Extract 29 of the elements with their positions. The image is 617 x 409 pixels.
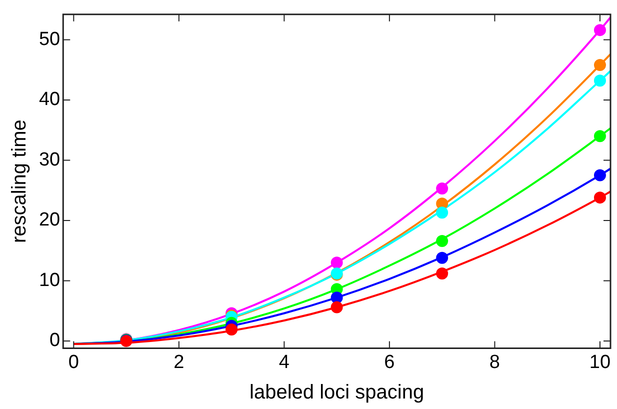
x-axis-title: labeled loci spacing [250,382,424,404]
point [226,324,238,336]
y-tick-label: 10 [38,270,60,291]
x-tick-label: 4 [278,352,290,373]
point [594,24,606,36]
y-tick-label: 0 [50,330,60,352]
point [594,74,606,87]
x-tick-label: 10 [589,352,611,373]
point [594,169,606,182]
x-tick-label: 0 [68,352,79,373]
x-tick-label: 2 [174,352,184,373]
point [436,182,448,195]
point [436,234,448,247]
x-tick-label: 8 [489,352,500,373]
point [594,130,606,142]
point [594,59,606,72]
point [436,206,448,219]
y-tick-label: 30 [38,149,60,170]
y-tick-label: 50 [38,28,60,50]
point [436,267,448,280]
point [330,301,343,314]
point [330,256,343,269]
x-tick-label: 6 [384,352,395,373]
y-tick-label: 40 [38,89,60,110]
point [436,252,448,264]
y-axis-title: rescaling time [8,120,31,243]
y-tick-label: 20 [38,210,60,231]
point [594,192,606,204]
point [330,292,343,304]
